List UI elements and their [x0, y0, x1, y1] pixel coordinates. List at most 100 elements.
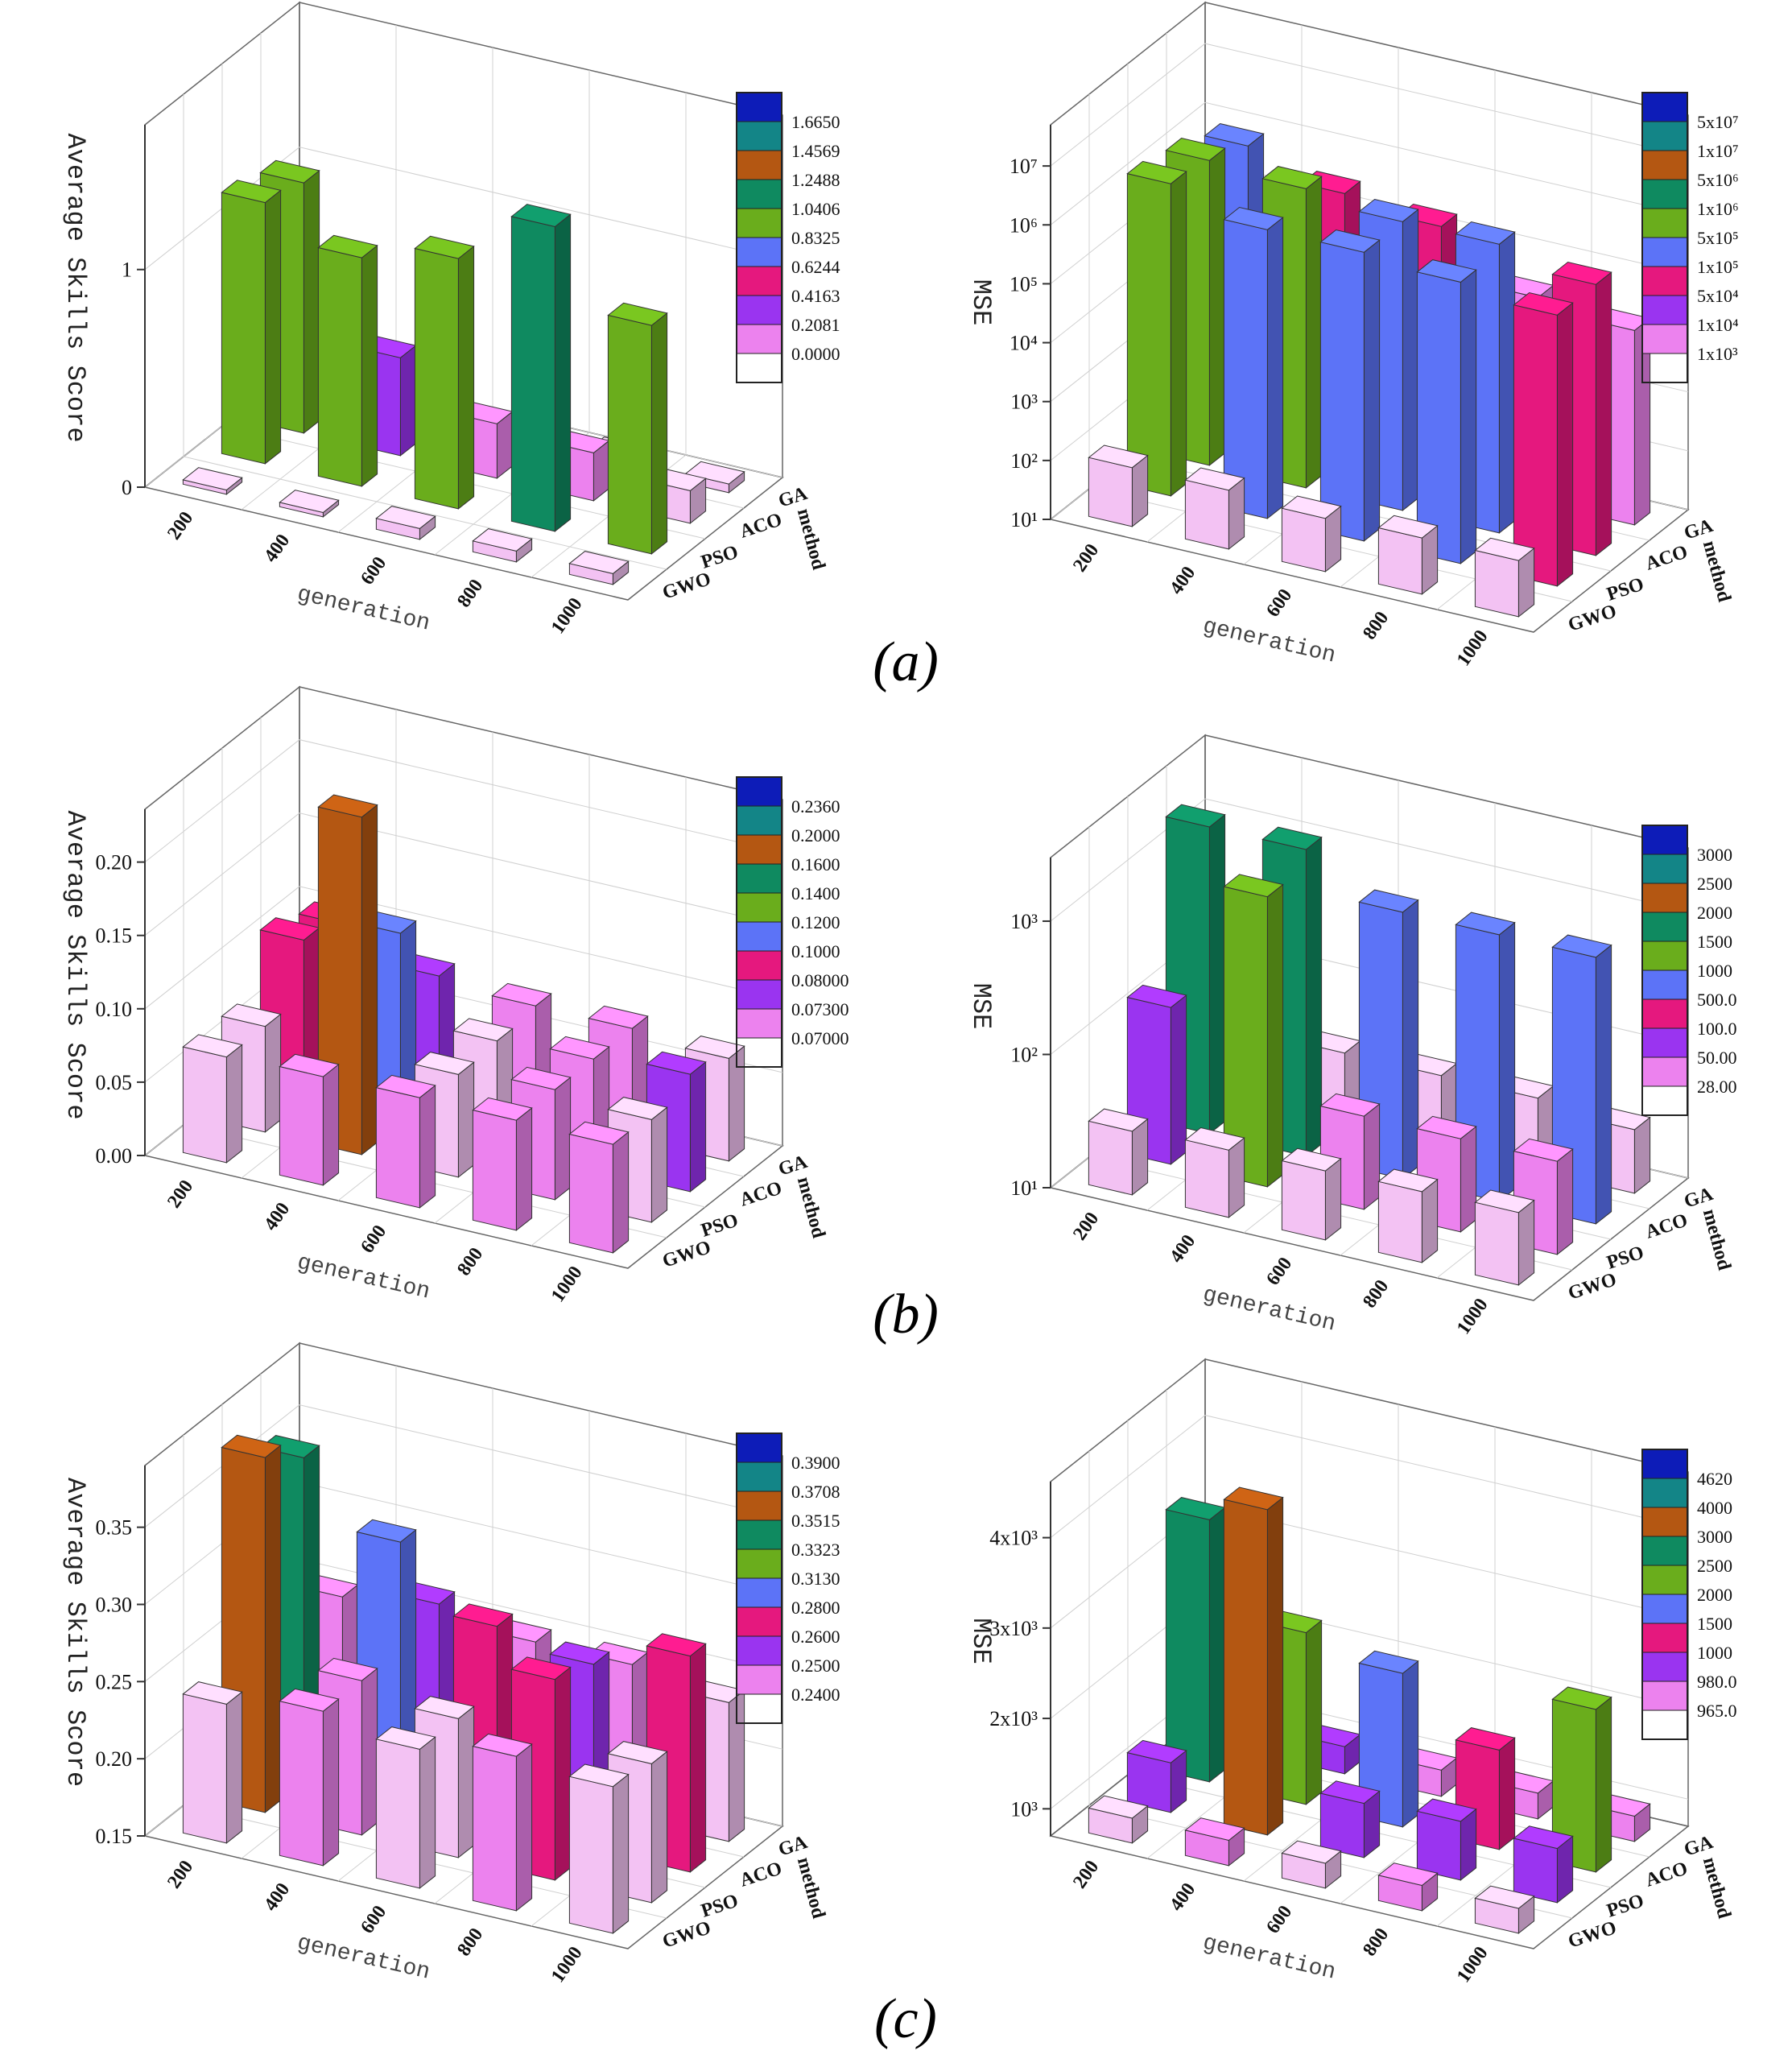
- bar-side-face: [1324, 1157, 1342, 1241]
- bar-side-face: [322, 1697, 340, 1867]
- legend-swatch: [1641, 179, 1688, 209]
- legend-swatch: [736, 266, 782, 296]
- bar-top-face: [1319, 229, 1381, 253]
- bar-aco-gen-200: [1165, 1497, 1226, 1783]
- legend-label: 100.0: [1697, 1019, 1737, 1039]
- x-tick-label: 800: [1359, 608, 1393, 643]
- legend-label: 0.0000: [791, 344, 840, 364]
- y-tick-label: 1: [122, 258, 132, 282]
- legend-frame: [1641, 825, 1688, 1116]
- bar-side-face: [1266, 1496, 1284, 1836]
- legend-label: 500.0: [1697, 990, 1737, 1010]
- x-tick-label: 200: [1069, 1857, 1103, 1892]
- legend-label: 980.0: [1697, 1672, 1737, 1692]
- legend-swatch: [736, 324, 782, 354]
- bar-gwo-gen-200: [182, 1034, 243, 1164]
- bar-front-face: [1281, 1160, 1326, 1241]
- legend-label: 3000: [1697, 845, 1732, 865]
- bar-top-face: [1513, 1138, 1574, 1162]
- bar-top-face: [452, 1018, 514, 1042]
- bar-gwo-gen-1000: [568, 1121, 630, 1254]
- bar-top-face: [1126, 160, 1187, 184]
- y-axis-label: MSE: [966, 279, 996, 326]
- color-legend: 5x10⁷ 1x10⁷ 5x10⁶ 1x10⁶ 5x10⁵ 1x10⁵ 5x10⁴ 1x10⁴…: [1641, 92, 1739, 383]
- bar-front-face: [510, 216, 555, 532]
- legend-label: 0.2800: [791, 1598, 840, 1618]
- legend-label: 1x10³: [1697, 344, 1738, 364]
- method-label: GWO: [660, 1917, 713, 1953]
- bar-gwo-gen-400: [1184, 1127, 1245, 1218]
- bar-side-face: [650, 312, 668, 555]
- bar-front-face: [1377, 527, 1422, 595]
- bar-side-face: [1633, 1116, 1651, 1194]
- bar-gwo-gen-600: [1281, 1840, 1342, 1889]
- legend-swatch: [1641, 150, 1688, 180]
- bar-side-face: [689, 1643, 707, 1873]
- grid-line: [1050, 43, 1689, 167]
- bar-top-face: [414, 1052, 475, 1075]
- legend-swatch: [1641, 208, 1688, 238]
- panel-label: (a): [873, 631, 939, 693]
- legend-label: 1x10⁷: [1697, 141, 1739, 161]
- bar-top-face: [1455, 1727, 1516, 1751]
- legend-swatch: [1641, 1478, 1688, 1508]
- legend-swatch: [1641, 854, 1688, 884]
- bar-top-face: [1184, 467, 1245, 491]
- bar-side-face: [1498, 921, 1516, 1202]
- bar-top-face: [279, 1688, 340, 1712]
- bar-side-face: [515, 1106, 533, 1231]
- bar-top-face: [510, 1066, 572, 1090]
- y-tick-label: 10¹: [1010, 508, 1038, 531]
- legend-swatch: [1641, 969, 1688, 1000]
- x-tick-label: 200: [163, 1176, 197, 1212]
- bar-pso-gen-200: [1126, 1739, 1187, 1813]
- legend-swatch: [736, 150, 782, 180]
- legend-swatch: [736, 1664, 782, 1695]
- bar-front-face: [1474, 1201, 1519, 1286]
- x-tick-label: 400: [260, 1199, 294, 1234]
- legend-label: 1000: [1697, 961, 1732, 981]
- bar-gwo-gen-800: [472, 1733, 533, 1912]
- x-tick-label: 400: [1166, 1231, 1199, 1267]
- bar-top-face: [1416, 1798, 1477, 1822]
- bar-side-face: [1460, 1125, 1477, 1233]
- bar-gwo-gen-600: [375, 1074, 436, 1209]
- y-tick-label: 0.35: [96, 1516, 133, 1540]
- legend-frame: [1641, 1449, 1688, 1740]
- legend-swatch: [1641, 1565, 1688, 1595]
- bar-top-face: [1281, 495, 1342, 519]
- bar-top-face: [1513, 1825, 1574, 1850]
- legend-label: 5x10⁵: [1697, 228, 1739, 248]
- bar-side-face: [1402, 899, 1419, 1180]
- bar-top-face: [607, 302, 668, 326]
- bar-pso-gen-400: [1223, 1486, 1284, 1836]
- y-tick-label: 0.15: [96, 924, 133, 948]
- bar-top-face: [182, 467, 243, 491]
- legend-swatch: [1641, 1623, 1688, 1653]
- bar-top-face: [1358, 889, 1419, 913]
- legend-swatch: [1641, 266, 1688, 296]
- legend-label: 0.6244: [791, 257, 840, 277]
- legend-label: 0.3708: [791, 1482, 840, 1502]
- bar-front-face: [472, 1109, 517, 1231]
- bar-aco-gen-600: [1358, 1650, 1419, 1828]
- color-legend: 1.6650 1.4569 1.2488 1.0406 0.8325 0.6244 0.41…: [736, 92, 840, 383]
- x-tick-label: 800: [453, 576, 487, 611]
- method-label: GWO: [1566, 1269, 1619, 1304]
- bar-front-face: [472, 1745, 517, 1912]
- bar-top-face: [1455, 221, 1516, 245]
- bar-top-face: [1358, 198, 1419, 222]
- method-label: GA: [776, 1151, 811, 1180]
- bar-gwo-gen-200: [1088, 1108, 1149, 1196]
- bar-side-face: [612, 1773, 630, 1934]
- legend-label: 3000: [1697, 1527, 1732, 1547]
- legend-label: 1500: [1697, 1614, 1732, 1634]
- bar-side-face: [225, 1044, 243, 1164]
- method-label: GWO: [1566, 1917, 1619, 1953]
- bar-top-face: [472, 1097, 533, 1121]
- bar-side-face: [515, 1743, 533, 1912]
- bar-top-face: [375, 1074, 436, 1098]
- bar-front-face: [1474, 549, 1519, 618]
- legend-label: 0.1400: [791, 883, 840, 903]
